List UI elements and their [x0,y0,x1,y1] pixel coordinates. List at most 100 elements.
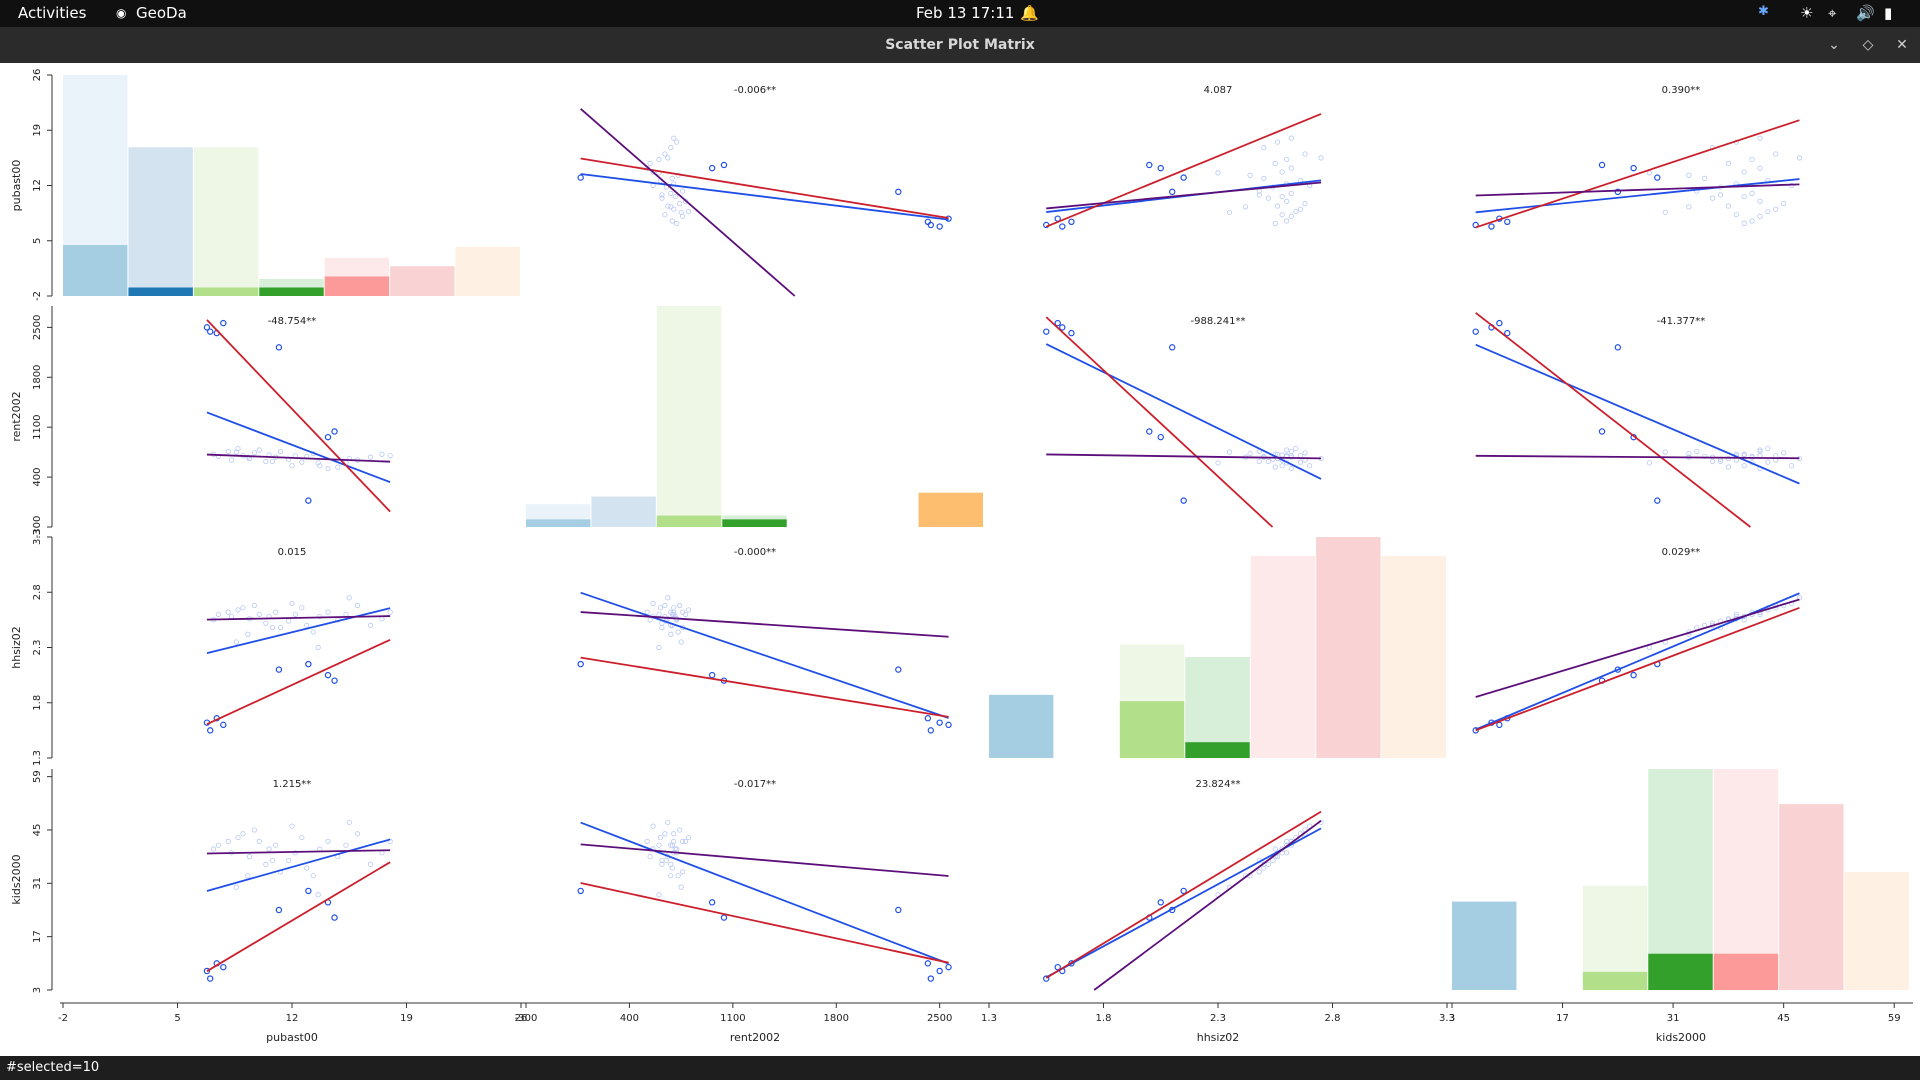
data-point[interactable] [1279,169,1285,175]
data-point[interactable] [240,831,246,837]
histogram-selected-bar[interactable] [1185,742,1250,758]
data-point[interactable] [1757,198,1763,204]
histogram-selected-bar[interactable] [1582,971,1648,990]
data-point[interactable] [647,617,653,623]
data-point[interactable] [304,865,310,871]
histogram-selected-bar[interactable] [526,519,591,527]
data-point[interactable] [720,914,728,921]
scatter-plot-matrix[interactable]: -2 5 12 19 26 pubast00 -300 400 1100 1800 2500 rent… [0,63,1920,1056]
data-point[interactable] [251,827,257,833]
data-point[interactable] [1180,497,1187,504]
data-point[interactable] [220,963,227,971]
data-point[interactable] [1256,192,1262,198]
data-point[interactable] [1504,329,1511,337]
data-point[interactable] [662,602,668,609]
data-point[interactable] [674,220,680,226]
data-point[interactable] [1630,164,1637,172]
data-point[interactable] [1293,445,1299,452]
histogram-bar[interactable] [1250,555,1316,758]
data-point[interactable] [1288,448,1294,455]
data-point[interactable] [1741,169,1747,175]
data-point[interactable] [1630,671,1637,679]
data-point[interactable] [1288,465,1294,472]
histogram-selected-bar[interactable] [63,245,128,296]
notification-bell-icon[interactable]: 🔔 [1020,4,1039,22]
data-point[interactable] [1598,161,1606,169]
data-point[interactable] [324,671,332,679]
data-point[interactable] [1288,190,1294,196]
data-point[interactable] [669,175,675,181]
geoda-app-icon[interactable]: ◉ [116,6,127,20]
volume-icon[interactable]: 🔊 [1856,4,1875,22]
data-point[interactable] [1288,165,1294,171]
data-point[interactable] [289,600,295,606]
data-point[interactable] [354,831,361,837]
data-point[interactable] [1293,208,1299,215]
data-point[interactable] [1749,218,1755,224]
data-point[interactable] [1709,458,1716,465]
data-point[interactable] [924,960,932,967]
data-point[interactable] [1757,135,1763,141]
data-point[interactable] [659,192,665,198]
data-point[interactable] [656,842,662,848]
data-point[interactable] [657,834,664,841]
data-point[interactable] [685,208,692,215]
data-point[interactable] [669,218,675,224]
histogram-bar[interactable] [1844,872,1909,990]
data-point[interactable] [1307,463,1313,469]
histogram-selected-bar[interactable] [656,515,722,527]
data-point[interactable] [331,428,338,435]
data-point[interactable] [1725,464,1731,470]
histogram-selected-bar[interactable] [128,287,193,297]
data-point[interactable] [1247,172,1253,178]
data-point[interactable] [1749,156,1755,163]
data-point[interactable] [1302,151,1308,157]
data-point[interactable] [245,454,251,460]
data-point[interactable] [387,453,393,459]
data-point[interactable] [233,884,239,890]
data-point[interactable] [936,967,943,975]
data-point[interactable] [677,827,683,833]
data-point[interactable] [678,639,684,645]
data-point[interactable] [1265,861,1271,867]
data-point[interactable] [662,831,668,837]
data-point[interactable] [1725,203,1731,209]
data-point[interactable] [379,616,385,622]
data-point[interactable] [305,887,312,895]
data-point[interactable] [1274,854,1281,860]
data-point[interactable] [1614,666,1622,673]
data-point[interactable] [1272,464,1278,470]
data-point[interactable] [292,611,298,617]
data-point[interactable] [577,660,584,668]
data-point[interactable] [305,660,312,668]
data-point[interactable] [647,160,653,167]
data-point[interactable] [1288,135,1294,141]
data-point[interactable] [671,605,677,611]
data-point[interactable] [659,861,665,867]
data-point[interactable] [1662,209,1668,215]
data-point[interactable] [277,448,284,455]
data-point[interactable] [1272,846,1278,852]
data-point[interactable] [668,145,674,151]
data-point[interactable] [263,861,269,867]
data-point[interactable] [331,677,338,684]
data-point[interactable] [927,221,935,229]
data-point[interactable] [924,218,932,226]
data-point[interactable] [1646,460,1653,466]
histogram-selected-bar[interactable] [1713,953,1779,990]
data-point[interactable] [671,135,677,141]
data-point[interactable] [675,629,681,635]
data-point[interactable] [310,873,316,879]
data-point[interactable] [1472,328,1479,335]
data-point[interactable] [1256,458,1262,465]
data-point[interactable] [672,193,678,200]
data-point[interactable] [233,449,239,455]
histogram-selected-bar[interactable] [1452,901,1517,990]
data-point[interactable] [266,846,272,852]
histogram-bar[interactable] [1779,804,1844,990]
data-point[interactable] [1157,899,1164,906]
histogram-bar[interactable] [193,147,259,296]
histogram-bar[interactable] [1713,769,1779,990]
data-point[interactable] [708,671,716,679]
data-point[interactable] [286,618,292,624]
